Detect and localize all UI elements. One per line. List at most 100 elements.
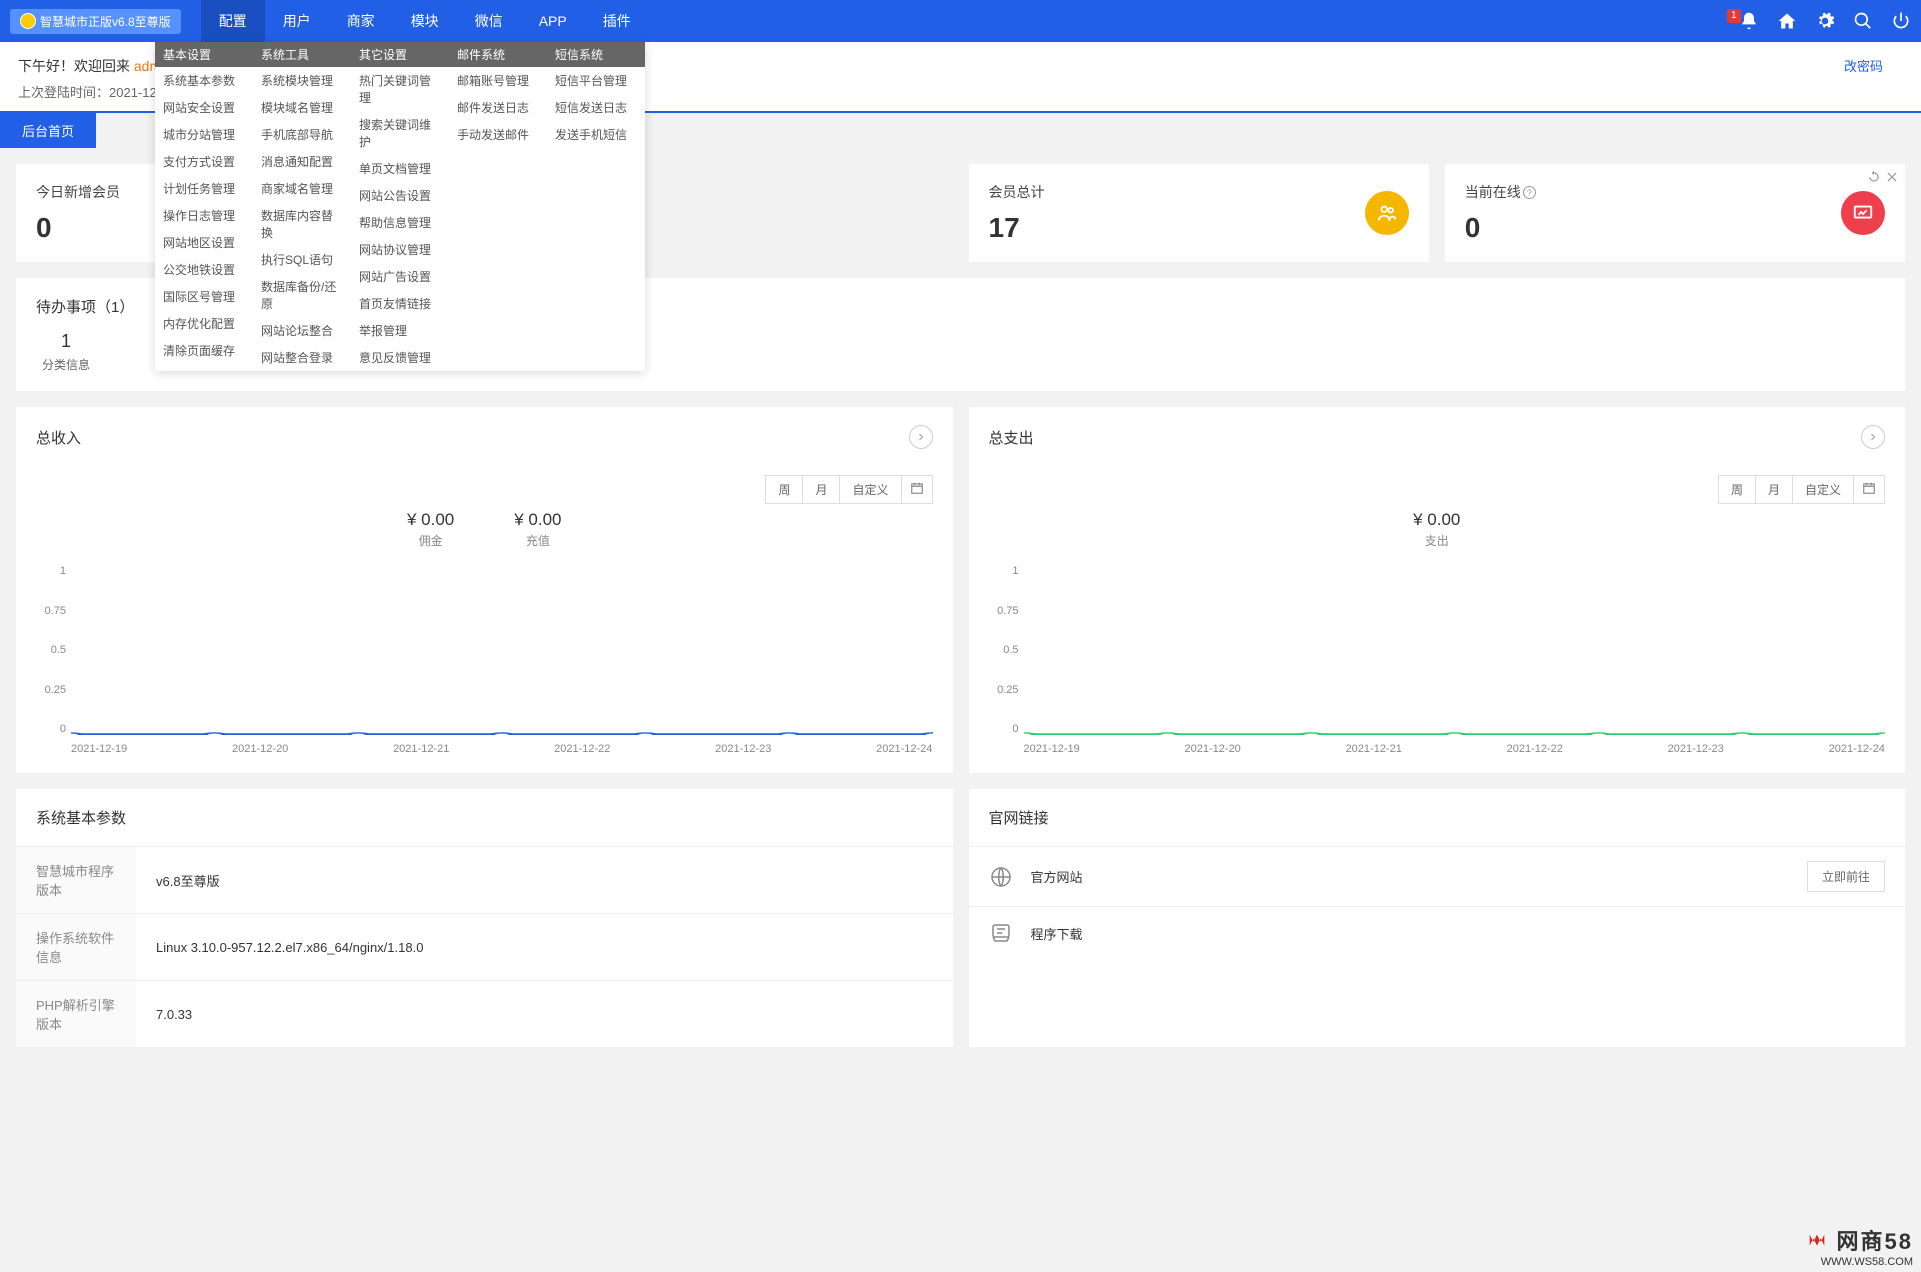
stat-title: 当前在线?	[1465, 182, 1885, 202]
legend-label: 佣金	[407, 532, 454, 549]
logo-text: 智慧城市正版v6.8至尊版	[40, 13, 171, 30]
sysinfo-row: PHP解析引擎版本7.0.33	[16, 981, 953, 1048]
dropdown-item[interactable]: 系统基本参数	[155, 67, 253, 94]
todo-item[interactable]: 1分类信息	[36, 331, 96, 373]
dropdown-item[interactable]: 短信发送日志	[547, 94, 645, 121]
stat-card: 会员总计 17	[969, 164, 1429, 262]
tab-home[interactable]: 后台首页	[0, 113, 96, 148]
nav-模块[interactable]: 模块	[393, 0, 457, 42]
users-icon	[1365, 191, 1409, 235]
dropdown-item[interactable]: 邮箱账号管理	[449, 67, 547, 94]
dropdown-item[interactable]: 网站公告设置	[351, 182, 449, 209]
nav-商家[interactable]: 商家	[329, 0, 393, 42]
stat-card: 当前在线?0	[1445, 164, 1905, 262]
gear-icon[interactable]	[1815, 11, 1835, 31]
stat-value: 17	[989, 212, 1409, 244]
dropdown-header: 邮件系统	[449, 42, 547, 67]
dropdown-item[interactable]: 国际区号管理	[155, 283, 253, 310]
chart-title: 总支出	[989, 427, 1034, 448]
dropdown-header: 短信系统	[547, 42, 645, 67]
dropdown-item[interactable]: 消息通知配置	[253, 148, 351, 175]
period-btn[interactable]: 月	[802, 475, 840, 504]
nav-插件[interactable]: 插件	[585, 0, 649, 42]
dropdown-item[interactable]: 执行SQL语句	[253, 246, 351, 273]
dropdown-item[interactable]: 热门关键词管理	[351, 67, 449, 111]
dropdown-item[interactable]: 清除页面缓存	[155, 337, 253, 364]
stat-title: 会员总计	[989, 182, 1409, 202]
dropdown-item[interactable]: 网站安全设置	[155, 94, 253, 121]
dropdown-item[interactable]: 网站广告设置	[351, 263, 449, 290]
dropdown-item[interactable]: 计划任务管理	[155, 175, 253, 202]
links-card: 官网链接 官方网站立即前往程序下载	[969, 789, 1906, 1047]
dropdown-item[interactable]: 举报管理	[351, 317, 449, 344]
monitor-icon	[1841, 191, 1885, 235]
period-btn[interactable]: 周	[765, 475, 803, 504]
link-label: 官方网站	[1031, 867, 1789, 886]
topbar-right: 1	[1739, 11, 1911, 31]
period-btn[interactable]: 自定义	[839, 475, 901, 504]
notif-badge: 1	[1727, 9, 1741, 23]
link-go-button[interactable]: 立即前往	[1807, 861, 1885, 892]
dropdown-header: 系统工具	[253, 42, 351, 67]
bell-icon[interactable]: 1	[1739, 11, 1759, 31]
close-icon[interactable]	[1885, 170, 1899, 184]
dropdown-item[interactable]: 公交地铁设置	[155, 256, 253, 283]
dropdown-item[interactable]: 搜索关键词维护	[351, 111, 449, 155]
dropdown-item[interactable]: 手机底部导航	[253, 121, 351, 148]
nav-配置[interactable]: 配置	[201, 0, 265, 42]
home-icon[interactable]	[1777, 11, 1797, 31]
dropdown-item[interactable]: 支付方式设置	[155, 148, 253, 175]
help-icon[interactable]: ?	[1523, 186, 1536, 199]
dropdown-header: 其它设置	[351, 42, 449, 67]
logo-icon	[20, 13, 36, 29]
dropdown-item[interactable]: 首页友情链接	[351, 290, 449, 317]
watermark: 网商58 WWW.WS58.COM	[1806, 1224, 1913, 1268]
dropdown-item[interactable]: 内存优化配置	[155, 310, 253, 337]
dropdown-item[interactable]: 短信平台管理	[547, 67, 645, 94]
dropdown-item[interactable]: 网站整合登录	[253, 344, 351, 371]
dropdown-item[interactable]: 模块域名管理	[253, 94, 351, 121]
links-title: 官网链接	[969, 789, 1906, 846]
top-nav: 配置用户商家模块微信APP插件	[201, 0, 649, 42]
dropdown-item[interactable]: 系统模块管理	[253, 67, 351, 94]
topbar: 智慧城市正版v6.8至尊版 配置用户商家模块微信APP插件 1	[0, 0, 1921, 42]
dropdown-item[interactable]: 单页文档管理	[351, 155, 449, 182]
period-btn[interactable]: 周	[1718, 475, 1756, 504]
calendar-icon[interactable]	[901, 475, 933, 504]
logo-badge: 智慧城市正版v6.8至尊版	[10, 9, 181, 34]
dropdown-item[interactable]: 发送手机短信	[547, 121, 645, 148]
legend-value: ¥ 0.00	[407, 510, 454, 530]
dropdown-item[interactable]: 邮件发送日志	[449, 94, 547, 121]
chart-title: 总收入	[36, 427, 81, 448]
legend-label: 支出	[1413, 532, 1460, 549]
dropdown-item[interactable]: 网站地区设置	[155, 229, 253, 256]
dropdown-item[interactable]: 数据库内容替换	[253, 202, 351, 246]
refresh-icon[interactable]	[1867, 170, 1881, 184]
nav-用户[interactable]: 用户	[265, 0, 329, 42]
power-icon[interactable]	[1891, 11, 1911, 31]
calendar-icon[interactable]	[1853, 475, 1885, 504]
dropdown-item[interactable]: 网站协议管理	[351, 236, 449, 263]
dropdown-item[interactable]: 操作日志管理	[155, 202, 253, 229]
dropdown-item[interactable]: 意见反馈管理	[351, 344, 449, 371]
dropdown-item[interactable]: 商家域名管理	[253, 175, 351, 202]
change-password-link[interactable]: 改密码	[1844, 56, 1883, 75]
period-btn[interactable]: 月	[1755, 475, 1793, 504]
link-row: 官方网站立即前往	[969, 846, 1906, 906]
nav-微信[interactable]: 微信	[457, 0, 521, 42]
legend-value: ¥ 0.00	[514, 510, 561, 530]
nav-APP[interactable]: APP	[521, 0, 585, 42]
period-btn[interactable]: 自定义	[1792, 475, 1854, 504]
dropdown-item[interactable]: 数据库备份/还原	[253, 273, 351, 317]
income-chart-card: 总收入周月自定义¥ 0.00佣金¥ 0.00充值10.750.50.250202…	[16, 407, 953, 773]
dropdown-item[interactable]: 帮助信息管理	[351, 209, 449, 236]
sysinfo-title: 系统基本参数	[16, 789, 953, 846]
legend-label: 充值	[514, 532, 561, 549]
dropdown-item[interactable]: 网站论坛整合	[253, 317, 351, 344]
search-icon[interactable]	[1853, 11, 1873, 31]
dropdown-item[interactable]: 手动发送邮件	[449, 121, 547, 148]
dropdown-item[interactable]: 城市分站管理	[155, 121, 253, 148]
legend-value: ¥ 0.00	[1413, 510, 1460, 530]
chart-expand-icon[interactable]	[909, 425, 933, 449]
chart-expand-icon[interactable]	[1861, 425, 1885, 449]
